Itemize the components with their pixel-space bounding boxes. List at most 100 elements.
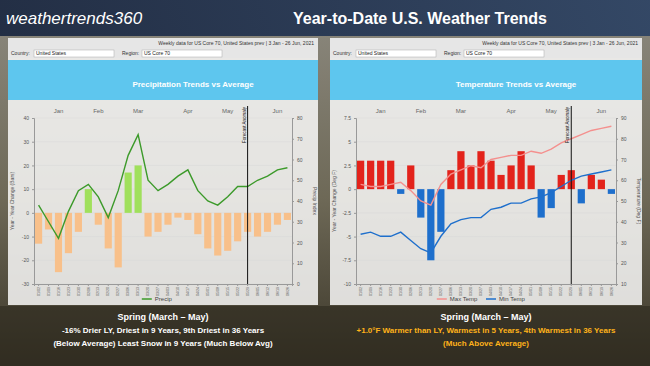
x-tick: 01/09 [47, 284, 51, 296]
canvas-svg: weathertrends360Year-to-Date U.S. Weathe… [0, 0, 650, 366]
x-tick: 04/17 [509, 284, 513, 296]
tick-label: 06/26 [286, 287, 290, 296]
bar [234, 213, 241, 241]
x-tick: 06/26 [286, 284, 290, 296]
axis-title: Temperature (Deg F) [636, 178, 642, 225]
axis-title: Year - Year Change (Bars) [9, 171, 15, 230]
tick-label: 06/19 [276, 287, 280, 296]
y-tick: -10 [344, 281, 356, 287]
tick-mark [616, 243, 618, 244]
month-label: Jan [376, 108, 386, 114]
tick-mark [292, 222, 294, 223]
bar [254, 213, 261, 237]
tick-mark [460, 284, 461, 286]
tick-mark [237, 284, 238, 286]
y-tick: 7.5 [344, 115, 356, 121]
chart: JanFebMarAprMayJunForecast Anomaly-30-20… [9, 106, 318, 302]
tick-mark [354, 260, 356, 261]
tick-mark [247, 284, 248, 286]
dropdown[interactable] [34, 50, 114, 57]
bar [125, 173, 132, 213]
panel [330, 38, 642, 305]
tick-label: 02/13 [96, 287, 100, 296]
bar [85, 189, 92, 213]
tick-label: 02/20 [106, 287, 110, 296]
tick-mark [420, 284, 421, 286]
tick-mark [98, 284, 99, 286]
dropdown[interactable] [464, 50, 544, 57]
dropdown[interactable] [356, 50, 436, 57]
tick-mark [616, 160, 618, 161]
tick-label: 02/13 [419, 287, 423, 296]
y2-tick: 10 [292, 260, 303, 266]
tick-mark [48, 284, 49, 286]
tick-mark [354, 237, 356, 238]
x-tick: 06/12 [589, 284, 593, 296]
grid-line [34, 165, 292, 166]
tick-label: 80 [297, 115, 303, 121]
tick-mark [410, 284, 411, 286]
caption: (Much Above Average) [443, 339, 529, 348]
tick-mark [591, 284, 592, 286]
x-tick: 04/24 [196, 284, 200, 296]
y2-tick: 40 [292, 198, 303, 204]
tick-label: 0 [26, 210, 29, 216]
caption: Spring (March – May) [440, 312, 531, 322]
grid-line [356, 165, 616, 166]
tick-mark [601, 284, 602, 286]
axis-line [354, 119, 357, 285]
month-label: Feb [93, 108, 104, 114]
x-tick: 01/23 [389, 284, 393, 296]
tick-mark [470, 284, 471, 286]
tick-label: 0 [348, 186, 351, 192]
forecast-line [571, 106, 572, 284]
dropdown-value: US Core 70 [466, 50, 492, 56]
bar [477, 151, 484, 189]
tick-label: 40 [23, 115, 29, 121]
tick-mark [32, 260, 34, 261]
bar [284, 213, 291, 220]
tick-mark [167, 284, 168, 286]
month-label: Apr [506, 108, 515, 114]
tick-mark [187, 284, 188, 286]
tick-label: 04/03 [166, 287, 170, 296]
tick-mark [400, 284, 401, 286]
tick-label: 04/24 [196, 287, 200, 296]
plot-area [35, 135, 291, 273]
y2-tick: 20 [616, 260, 627, 266]
tick-mark [541, 284, 542, 286]
axis-line [293, 119, 295, 285]
tick-label: 01/16 [379, 287, 383, 296]
x-tick: 01/09 [369, 284, 373, 296]
grid-line [356, 118, 616, 119]
x-tick: 02/27 [116, 284, 120, 296]
tick-mark [616, 118, 618, 119]
tick-mark [118, 284, 119, 286]
y-tick: 10 [23, 186, 34, 192]
tick-mark [380, 284, 381, 286]
tick-mark [616, 201, 618, 202]
tick-label: 02/06 [86, 287, 90, 296]
tick-label: 05/08 [539, 287, 543, 296]
dropdown[interactable] [142, 50, 222, 57]
bar [154, 213, 161, 232]
tick-label: 04/10 [176, 287, 180, 296]
legend-swatch [437, 298, 447, 300]
x-tick: 06/05 [256, 284, 260, 296]
bar [204, 213, 211, 249]
tick-mark [148, 284, 149, 286]
bar [588, 175, 595, 189]
month-label: Mar [133, 108, 143, 114]
x-tick: 06/19 [600, 284, 604, 296]
x-tick: 05/01 [206, 284, 210, 296]
y2-tick: 80 [616, 136, 627, 142]
tick-label: 01/09 [369, 287, 373, 296]
chart-title: Temperature Trends vs Average [456, 80, 577, 89]
header-band [0, 0, 650, 36]
y2-tick: 70 [292, 136, 303, 142]
x-tick: 02/13 [419, 284, 423, 296]
tick-label: 01/09 [47, 287, 51, 296]
y-tick: 0 [348, 186, 356, 192]
x-tick: 01/16 [57, 284, 61, 296]
tick-mark [32, 189, 34, 190]
